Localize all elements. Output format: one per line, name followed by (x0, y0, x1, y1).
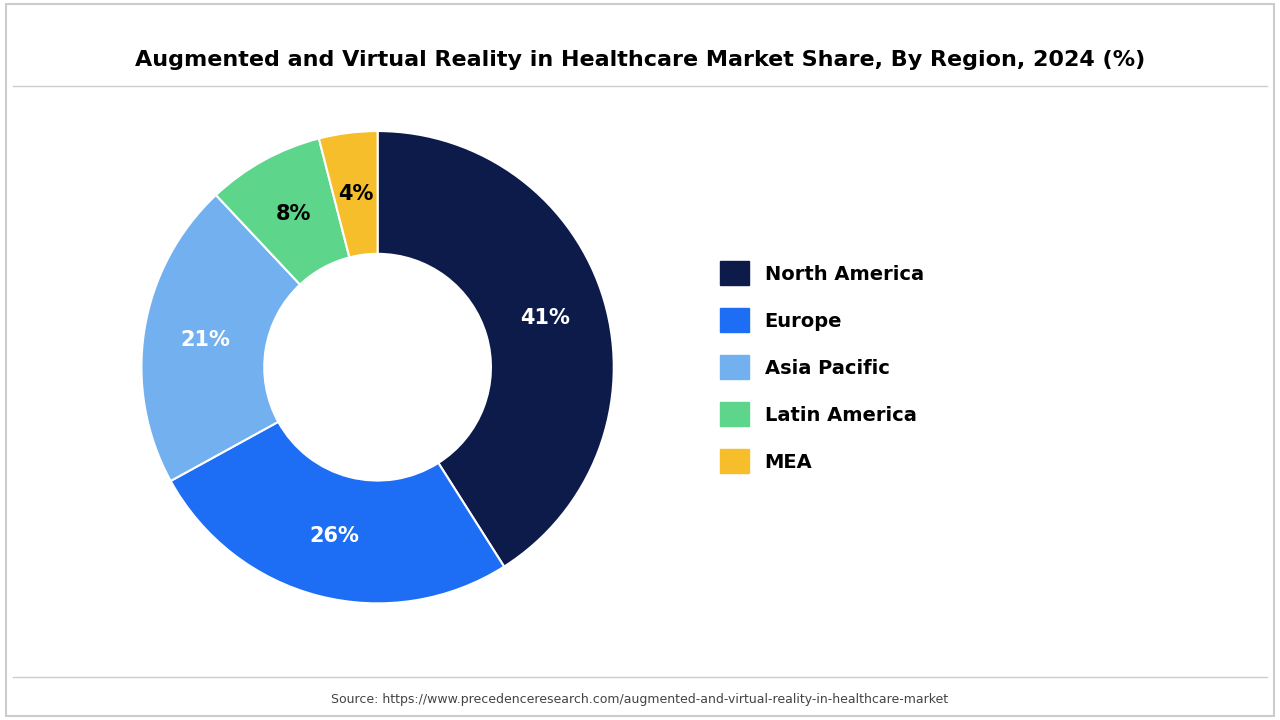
Wedge shape (142, 195, 300, 481)
Text: 4%: 4% (338, 184, 374, 204)
Text: Augmented and Virtual Reality in Healthcare Market Share, By Region, 2024 (%): Augmented and Virtual Reality in Healthc… (134, 50, 1146, 71)
Wedge shape (216, 138, 349, 284)
Wedge shape (319, 131, 378, 258)
Text: 26%: 26% (310, 526, 360, 546)
Text: 41%: 41% (521, 308, 571, 328)
Text: 8%: 8% (275, 204, 311, 224)
Wedge shape (378, 131, 613, 567)
Wedge shape (170, 422, 504, 603)
Text: 21%: 21% (180, 330, 230, 350)
Text: Source: https://www.precedenceresearch.com/augmented-and-virtual-reality-in-heal: Source: https://www.precedenceresearch.c… (332, 693, 948, 706)
Legend: North America, Europe, Asia Pacific, Latin America, MEA: North America, Europe, Asia Pacific, Lat… (712, 253, 932, 481)
